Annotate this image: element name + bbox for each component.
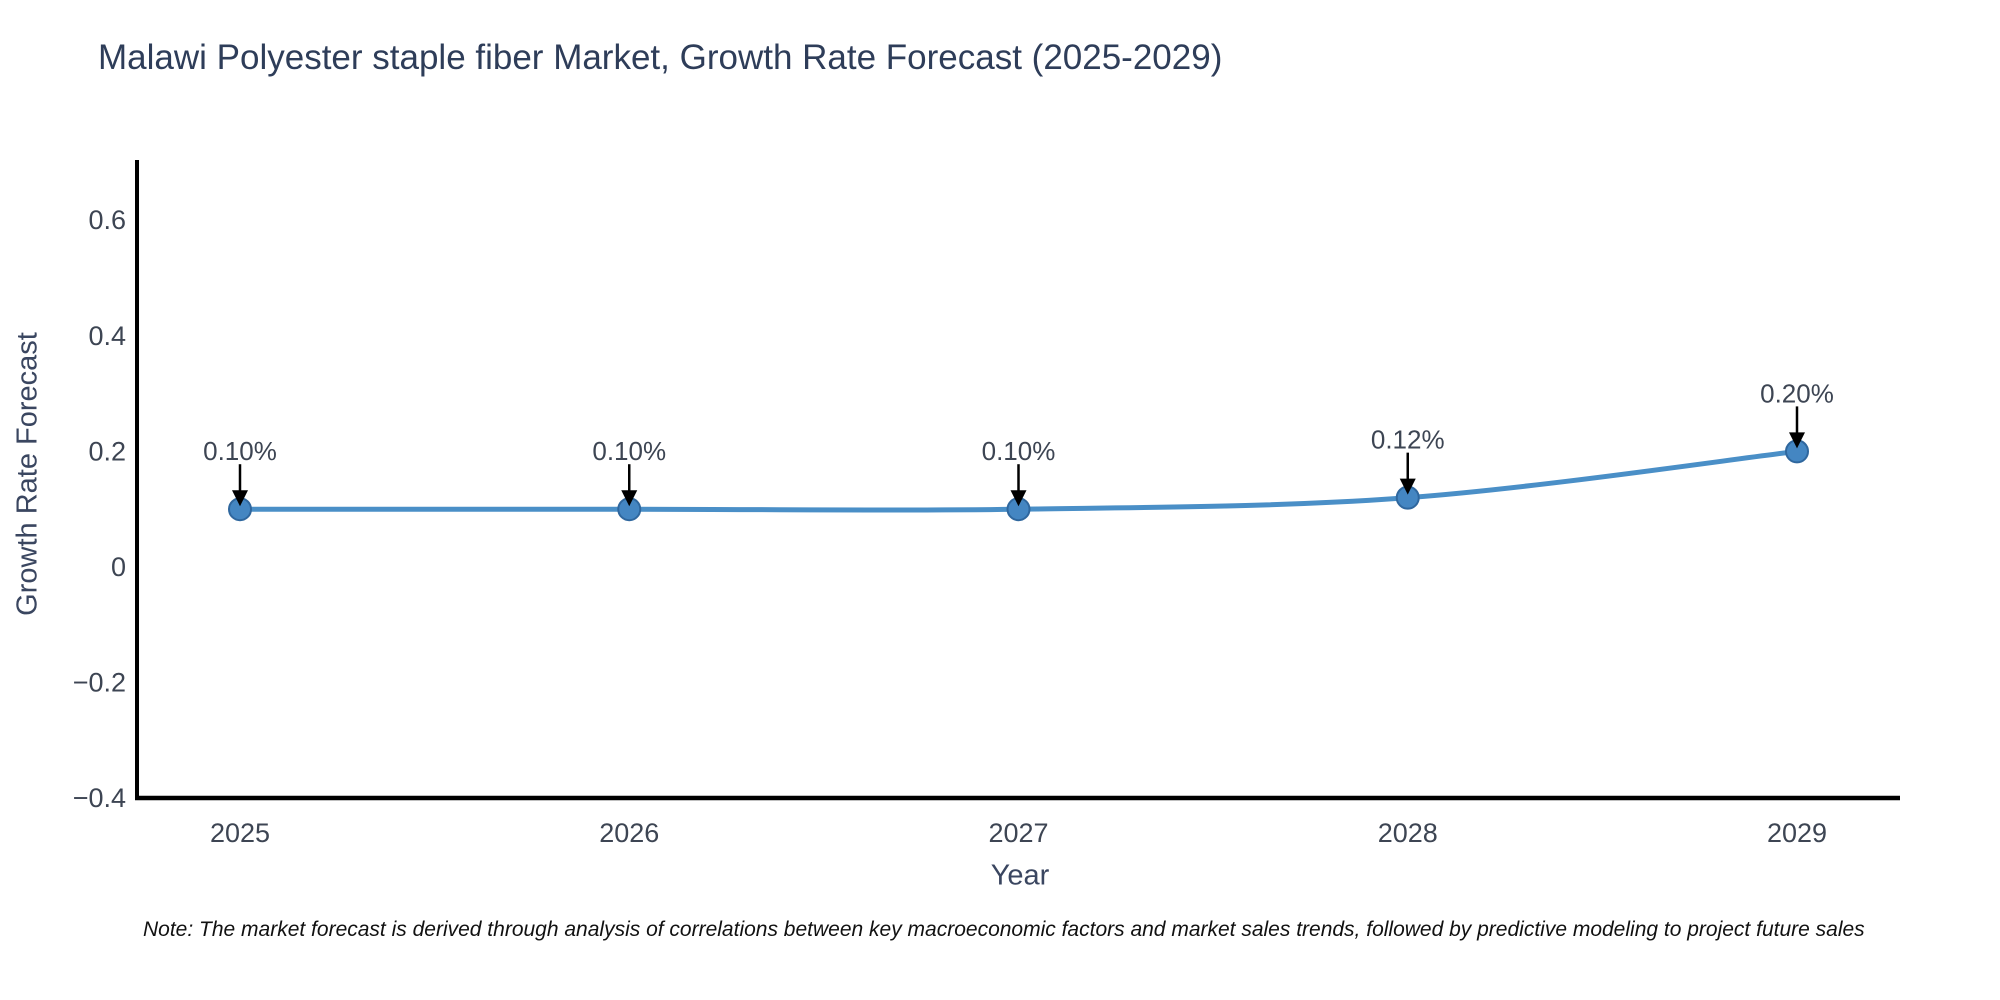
point-annotation: 0.20% xyxy=(1760,378,1834,408)
point-annotation: 0.12% xyxy=(1371,425,1445,455)
annotation-arrow-head xyxy=(1010,490,1027,507)
chart-title: Malawi Polyester staple fiber Market, Gr… xyxy=(98,38,1223,77)
annotation-arrow-head xyxy=(232,490,248,507)
x-tick-label: 2025 xyxy=(210,818,270,848)
x-tick-label: 2029 xyxy=(1767,818,1827,848)
y-tick-label: 0.6 xyxy=(88,205,126,235)
footnote: Note: The market forecast is derived thr… xyxy=(143,918,1865,941)
x-tick-label: 2026 xyxy=(599,818,659,848)
y-tick-label: 0 xyxy=(111,552,126,582)
y-tick-label: −0.4 xyxy=(73,783,126,813)
point-annotation: 0.10% xyxy=(203,436,277,466)
x-tick-label: 2027 xyxy=(988,818,1048,848)
y-tick-label: −0.2 xyxy=(73,668,126,698)
annotation-arrow-head xyxy=(621,490,638,507)
point-annotation: 0.10% xyxy=(592,436,666,466)
x-tick-label: 2028 xyxy=(1378,818,1438,848)
y-tick-label: 0.2 xyxy=(88,436,126,466)
annotation-arrow-head xyxy=(1789,432,1805,449)
annotation-arrow-head xyxy=(1399,478,1416,495)
x-axis-label: Year xyxy=(990,859,1050,892)
y-tick-label: 0.4 xyxy=(88,321,126,351)
point-annotation: 0.10% xyxy=(982,436,1056,466)
